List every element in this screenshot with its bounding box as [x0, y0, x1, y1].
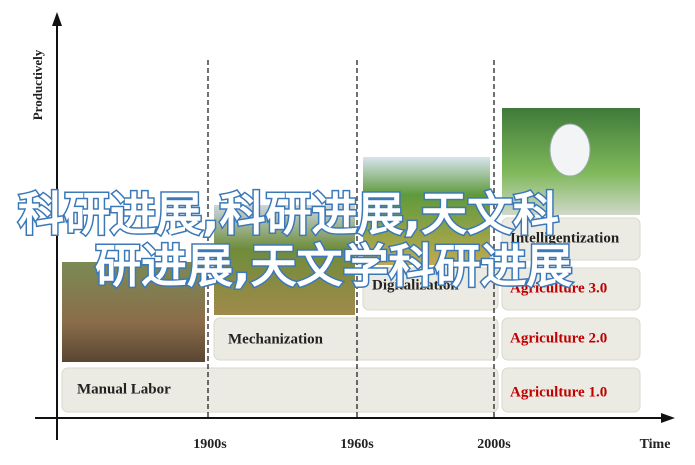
agriculture-label: Agriculture 2.0 [510, 330, 607, 346]
agriculture-box [501, 217, 641, 261]
y-axis-label: Productively [30, 49, 45, 120]
photo-digitalization [363, 157, 490, 265]
photo-mechanization [214, 205, 355, 315]
step-box [61, 367, 499, 413]
robot-icon [549, 123, 591, 177]
overlay-text: 科研进展,科研进展,天文科 [18, 187, 559, 241]
agriculture-label: Agriculture 3.0 [510, 280, 607, 296]
x-tick-label: 2000s [477, 437, 511, 452]
x-arrow [661, 413, 675, 423]
photo-manual [62, 262, 205, 362]
stage-label: Manual Labor [77, 381, 171, 397]
stage-label: Mechanization [228, 331, 324, 347]
agriculture-label: Agriculture 1.0 [510, 384, 607, 400]
x-tick-label: 1960s [340, 437, 374, 452]
step-box [213, 317, 499, 361]
agriculture-box [501, 267, 641, 311]
x-axis-label: Time [640, 437, 671, 452]
stage-label: Intelligentization [510, 230, 620, 246]
agriculture-box [501, 317, 641, 361]
x-tick-label: 1900s [193, 437, 227, 452]
agriculture-box [501, 367, 641, 413]
y-arrow [52, 12, 62, 26]
overlay-text: 研进展,天文学科研进展 [95, 239, 572, 293]
stage-label: Digitalization [372, 277, 459, 293]
step-box [362, 267, 499, 311]
